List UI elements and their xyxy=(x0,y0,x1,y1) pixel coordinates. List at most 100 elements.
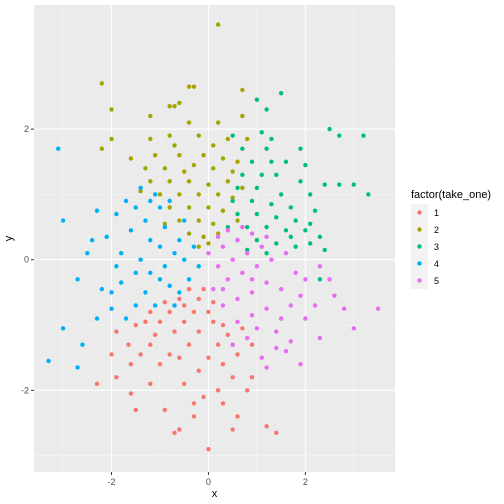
data-point-series-4 xyxy=(148,270,153,275)
data-point-series-5 xyxy=(225,277,231,282)
data-point-series-5 xyxy=(215,234,221,240)
data-point-series-1 xyxy=(133,407,138,413)
data-point-series-2 xyxy=(172,104,177,109)
data-point-series-3 xyxy=(259,172,264,178)
data-point-series-5 xyxy=(341,306,347,311)
data-point-series-2 xyxy=(186,120,192,125)
data-point-series-4 xyxy=(109,306,114,311)
data-point-series-5 xyxy=(283,348,289,354)
data-point-series-3 xyxy=(298,179,303,184)
major-gridlines xyxy=(34,5,395,472)
data-point-series-3 xyxy=(264,250,269,256)
data-point-series-2 xyxy=(196,218,201,223)
data-point-series-1 xyxy=(186,342,192,347)
data-point-series-2 xyxy=(138,188,143,194)
data-point-series-3 xyxy=(230,198,235,204)
data-point-series-2 xyxy=(215,22,221,27)
data-point-series-1 xyxy=(128,391,134,396)
data-point-series-3 xyxy=(322,182,327,187)
data-point-series-4 xyxy=(177,290,182,295)
data-point-series-1 xyxy=(191,401,197,406)
data-point-series-4 xyxy=(177,237,182,243)
data-point-series-4 xyxy=(191,244,197,249)
data-point-series-2 xyxy=(191,162,197,168)
data-point-series-2 xyxy=(148,136,153,142)
data-point-series-3 xyxy=(283,159,289,164)
data-point-series-2 xyxy=(128,156,134,161)
data-point-series-3 xyxy=(225,224,231,230)
data-point-series-1 xyxy=(182,381,187,387)
data-point-series-4 xyxy=(128,228,134,233)
data-points xyxy=(46,22,381,452)
data-point-series-5 xyxy=(278,316,284,321)
data-point-series-5 xyxy=(312,303,318,308)
data-point-series-1 xyxy=(172,329,177,334)
data-point-series-1 xyxy=(201,394,206,400)
data-point-series-1 xyxy=(182,303,187,308)
data-point-series-1 xyxy=(206,355,211,360)
data-point-series-5 xyxy=(264,306,269,311)
data-point-series-1 xyxy=(114,375,119,380)
data-point-series-2 xyxy=(211,221,216,227)
data-point-series-2 xyxy=(230,169,235,174)
data-point-series-2 xyxy=(215,120,221,125)
data-point-series-3 xyxy=(278,90,284,96)
data-point-series-5 xyxy=(230,257,235,262)
data-point-series-3 xyxy=(283,228,289,233)
data-point-series-3 xyxy=(254,211,260,217)
data-point-series-1 xyxy=(215,342,221,347)
data-point-series-4 xyxy=(143,290,148,295)
data-point-series-5 xyxy=(298,362,303,367)
data-point-series-4 xyxy=(75,277,80,282)
data-point-series-3 xyxy=(269,202,274,207)
data-point-series-2 xyxy=(172,143,177,148)
data-point-series-4 xyxy=(152,192,158,197)
data-point-series-1 xyxy=(114,329,119,334)
data-point-series-1 xyxy=(148,309,153,315)
x-tick-label: -2 xyxy=(108,477,116,487)
data-point-series-2 xyxy=(240,113,245,119)
data-point-series-4 xyxy=(119,280,124,285)
legend-items: 1 2 3 4 5 xyxy=(411,204,439,289)
data-point-series-3 xyxy=(264,146,269,151)
data-point-series-4 xyxy=(157,244,163,249)
data-point-series-2 xyxy=(162,166,168,171)
data-point-series-1 xyxy=(177,296,182,302)
data-point-series-5 xyxy=(317,335,323,341)
data-point-series-4 xyxy=(94,316,100,321)
data-point-series-2 xyxy=(152,153,158,158)
data-point-series-4 xyxy=(167,198,172,204)
data-point-series-2 xyxy=(201,234,206,240)
data-point-series-3 xyxy=(308,221,313,227)
y-tick-label: 0 xyxy=(24,255,29,265)
data-point-series-5 xyxy=(259,355,264,360)
data-point-series-3 xyxy=(240,146,245,151)
data-point-series-1 xyxy=(274,430,279,436)
data-point-series-4 xyxy=(46,358,51,364)
data-point-series-3 xyxy=(245,247,250,253)
data-point-series-3 xyxy=(293,244,298,249)
data-point-series-5 xyxy=(220,303,226,308)
data-point-series-1 xyxy=(206,446,211,452)
data-point-series-4 xyxy=(123,316,129,321)
data-point-series-3 xyxy=(274,215,279,220)
data-point-series-2 xyxy=(99,81,105,86)
data-point-series-3 xyxy=(308,192,313,197)
data-point-series-5 xyxy=(206,250,211,256)
data-point-series-3 xyxy=(269,136,274,142)
data-point-series-4 xyxy=(94,208,100,213)
data-point-series-3 xyxy=(312,208,318,213)
data-point-series-3 xyxy=(278,192,284,197)
data-point-series-2 xyxy=(109,136,114,142)
data-point-series-5 xyxy=(375,306,381,311)
data-point-series-2 xyxy=(167,133,172,138)
data-point-series-5 xyxy=(264,234,269,240)
data-point-series-1 xyxy=(109,352,114,357)
data-point-series-2 xyxy=(235,218,240,223)
data-point-series-2 xyxy=(225,136,231,142)
data-point-series-5 xyxy=(274,329,279,334)
data-point-series-5 xyxy=(303,316,308,321)
data-point-series-3 xyxy=(337,182,342,187)
legend-title: factor(take_one) xyxy=(411,189,491,201)
data-point-series-5 xyxy=(235,319,240,324)
